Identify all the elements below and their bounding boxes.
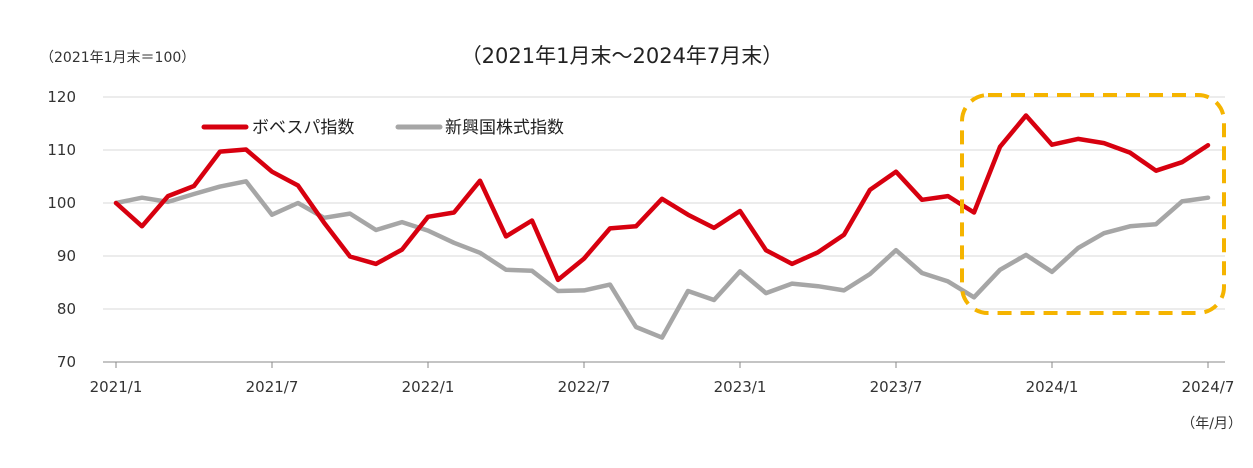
x-tick-label-5: 2023/7 [870, 378, 923, 396]
legend: ボベスパ指数 新興国株式指数 [201, 118, 564, 138]
legend-label-emerging: 新興国株式指数 [445, 118, 564, 138]
legend-label-bovespa: ボベスパ指数 [252, 118, 354, 138]
x-tick-label-7: 2024/7 [1182, 378, 1235, 396]
chart-title: （2021年1月末～2024年7月末） [461, 44, 784, 68]
y-tick-label-70: 70 [57, 353, 76, 371]
series-line-emerging [113, 179, 1211, 340]
unit-label: （2021年1月末＝100） [40, 50, 195, 66]
highlight-box [960, 93, 1226, 315]
grid-lines [103, 96, 1225, 310]
y-tick-label-100: 100 [47, 194, 76, 212]
x-tick-label-0: 2021/1 [90, 378, 143, 396]
y-tick-label-120: 120 [47, 88, 76, 106]
x-tick-label-1: 2021/7 [246, 378, 299, 396]
y-axis-ticks: 70 80 90 100 110 120 [47, 88, 76, 371]
y-tick-label-80: 80 [57, 300, 76, 318]
series-lines [113, 113, 1211, 340]
x-tick-label-4: 2023/1 [714, 378, 767, 396]
x-axis-label: （年/月） [1181, 416, 1242, 432]
x-tick-label-2: 2022/1 [402, 378, 455, 396]
x-tick-label-6: 2024/1 [1026, 378, 1079, 396]
y-tick-label-110: 110 [47, 141, 76, 159]
x-tick-label-3: 2022/7 [558, 378, 611, 396]
y-tick-label-90: 90 [57, 247, 76, 265]
x-axis-ticks: 2021/1 2021/7 2022/1 2022/7 2023/1 2023/7 2024… [90, 362, 1235, 396]
series-line-bovespa [113, 113, 1211, 283]
